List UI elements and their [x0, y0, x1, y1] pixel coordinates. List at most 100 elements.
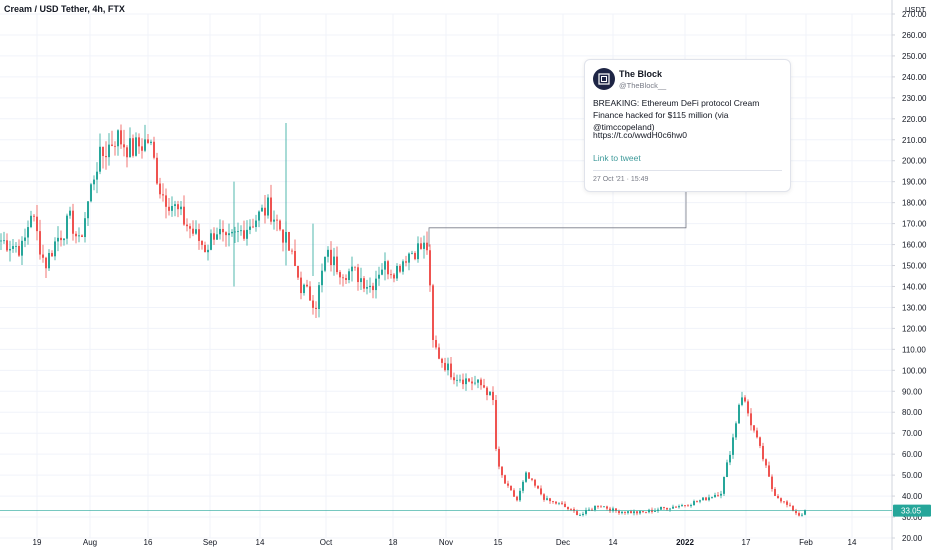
candle-body — [264, 207, 266, 216]
x-tick-label: 15 — [494, 538, 503, 547]
y-tick-label: 220.00 — [902, 115, 927, 124]
candle-body — [213, 233, 215, 240]
candle-body — [618, 510, 620, 514]
candle-body — [12, 246, 14, 249]
candle-body — [282, 229, 284, 243]
candle-body — [378, 274, 380, 279]
candle-body — [234, 231, 236, 233]
candle-body — [477, 379, 479, 383]
candle-body — [660, 506, 662, 510]
candle-body — [72, 210, 74, 234]
candle-body — [414, 252, 416, 260]
x-tick-label: Nov — [439, 538, 453, 547]
candle-body — [756, 430, 758, 438]
candle-body — [744, 397, 746, 402]
candle-body — [192, 228, 194, 234]
x-tick-label: 19 — [33, 538, 42, 547]
candle-body — [576, 511, 578, 516]
candle-body — [705, 497, 707, 501]
candle-body — [360, 278, 362, 283]
candle-body — [345, 278, 347, 280]
candle-body — [546, 498, 548, 500]
candle-body — [123, 144, 125, 148]
candle-body — [630, 511, 632, 514]
candle-body — [333, 256, 335, 266]
candle-body — [564, 503, 566, 507]
candle-body — [615, 508, 617, 511]
candle-body — [3, 240, 5, 242]
candle-body — [240, 230, 242, 232]
candle-body — [132, 138, 134, 156]
candle-body — [519, 490, 521, 501]
candle-body — [426, 242, 428, 251]
candle-body — [636, 511, 638, 514]
candle-body — [699, 500, 701, 502]
candle-body — [738, 404, 740, 424]
candle-body — [657, 509, 659, 511]
candle-body — [402, 261, 404, 272]
candle-body — [453, 377, 455, 381]
candle-body — [18, 245, 20, 256]
candle-body — [423, 242, 425, 249]
candlestick-series — [0, 122, 806, 517]
candle-body — [339, 272, 341, 278]
candle-body — [102, 146, 104, 157]
candle-body — [9, 248, 11, 251]
candle-body — [678, 506, 680, 508]
candle-body — [603, 506, 605, 508]
candle-body — [204, 244, 206, 253]
candle-body — [726, 462, 728, 477]
candle-body — [372, 285, 374, 291]
y-tick-label: 40.00 — [902, 492, 923, 501]
x-tick-label: 14 — [609, 538, 618, 547]
candle-body — [495, 400, 497, 449]
candle-body — [693, 501, 695, 506]
y-tick-label: 140.00 — [902, 282, 927, 291]
candle-body — [237, 231, 239, 232]
candle-body — [126, 147, 128, 158]
candle-body — [183, 206, 185, 225]
candle-body — [174, 204, 176, 207]
candle-body — [594, 506, 596, 511]
candle-body — [252, 226, 254, 228]
x-tick-label: 18 — [389, 538, 398, 547]
candle-body — [258, 211, 260, 221]
candle-body — [186, 224, 188, 227]
candle-body — [696, 501, 698, 502]
y-tick-label: 170.00 — [902, 220, 927, 229]
candle-body — [303, 284, 305, 294]
candle-body — [597, 506, 599, 507]
candle-body — [591, 509, 593, 511]
candle-body — [468, 378, 470, 382]
candle-body — [435, 339, 437, 348]
tweet-url[interactable]: https://t.co/wwdH0c6hw0 — [593, 130, 688, 140]
candle-body — [246, 229, 248, 239]
candle-body — [48, 253, 50, 269]
candle-body — [306, 284, 308, 287]
x-tick-label: Feb — [799, 538, 813, 547]
candle-body — [135, 137, 137, 156]
candle-body — [267, 197, 269, 216]
candle-body — [54, 241, 56, 257]
candle-body — [570, 509, 572, 510]
candle-body — [0, 240, 2, 242]
candle-body — [669, 508, 671, 510]
candle-body — [516, 496, 518, 501]
y-tick-label: 70.00 — [902, 429, 923, 438]
candle-body — [771, 476, 773, 490]
candle-body — [450, 363, 452, 378]
candle-body — [555, 501, 557, 504]
candle-body — [201, 240, 203, 245]
candle-body — [312, 300, 314, 308]
candle-body — [177, 204, 179, 210]
y-tick-label: 200.00 — [902, 157, 927, 166]
tweet-card[interactable]: The Block @TheBlock__ BREAKING: Ethereum… — [584, 59, 791, 192]
candle-body — [276, 219, 278, 221]
candle-body — [279, 220, 281, 230]
candle-body — [390, 274, 392, 276]
y-tick-label: 260.00 — [902, 31, 927, 40]
y-tick-label: 240.00 — [902, 73, 927, 82]
link-to-tweet[interactable]: Link to tweet — [593, 153, 641, 163]
candle-body — [180, 206, 182, 210]
